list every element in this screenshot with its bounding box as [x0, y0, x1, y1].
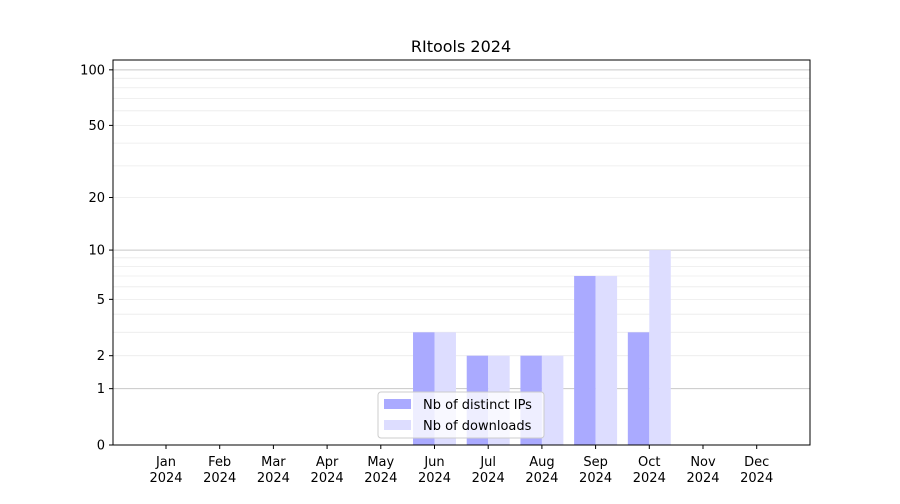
- y-tick-label: 10: [88, 244, 105, 259]
- legend-label-downloads: Nb of downloads: [423, 419, 532, 434]
- x-axis: Jan2024Feb2024Mar2024Apr2024May2024Jun20…: [149, 445, 773, 486]
- bar-downloads: [649, 250, 671, 445]
- x-tick-label: 2024: [579, 471, 612, 486]
- x-tick-label: 2024: [203, 471, 236, 486]
- x-tick-label: 2024: [364, 471, 397, 486]
- x-tick-label: Sep: [583, 455, 608, 470]
- x-tick-label: 2024: [686, 471, 719, 486]
- x-tick-label: Jun: [423, 455, 444, 470]
- y-tick-label: 2: [97, 349, 105, 364]
- y-tick-label: 100: [80, 63, 105, 78]
- x-tick-label: 2024: [257, 471, 290, 486]
- legend-swatch-downloads: [384, 420, 411, 430]
- bar-downloads: [541, 355, 564, 445]
- x-tick-label: 2024: [418, 471, 451, 486]
- x-tick-label: Apr: [316, 455, 339, 470]
- x-tick-label: Jan: [155, 455, 176, 470]
- bar-distinct-ips: [574, 275, 596, 445]
- x-tick-label: 2024: [311, 471, 344, 486]
- y-tick-label: 1: [97, 382, 105, 397]
- bar-downloads: [595, 275, 618, 445]
- chart-title: RItools 2024: [411, 37, 511, 56]
- x-tick-label: Mar: [261, 455, 286, 470]
- grid: [113, 69, 810, 390]
- x-tick-label: Nov: [690, 455, 716, 470]
- legend-box: [377, 391, 545, 439]
- y-tick-label: 5: [97, 293, 105, 308]
- x-tick-label: Jul: [479, 455, 496, 470]
- x-tick-label: Feb: [208, 455, 231, 470]
- legend-swatch-ips: [384, 399, 411, 409]
- x-tick-label: 2024: [740, 471, 773, 486]
- x-tick-label: 2024: [525, 471, 558, 486]
- bar-distinct-ips: [627, 332, 650, 445]
- legend-label-ips: Nb of distinct IPs: [423, 398, 532, 413]
- legend: Nb of distinct IPs Nb of downloads: [377, 391, 545, 439]
- y-tick-label: 20: [88, 191, 105, 206]
- x-tick-label: Aug: [529, 455, 554, 470]
- y-tick-label: 0: [97, 439, 105, 454]
- x-tick-label: 2024: [633, 471, 666, 486]
- x-tick-label: May: [367, 455, 394, 470]
- y-tick-label: 50: [88, 119, 105, 134]
- x-tick-label: Dec: [744, 455, 769, 470]
- y-axis: 0 1 2 5 10 20 50 100: [80, 63, 113, 454]
- x-tick-label: 2024: [149, 471, 182, 486]
- x-tick-label: 2024: [472, 471, 505, 486]
- x-tick-label: Oct: [638, 455, 660, 470]
- plot-frame: [112, 59, 811, 446]
